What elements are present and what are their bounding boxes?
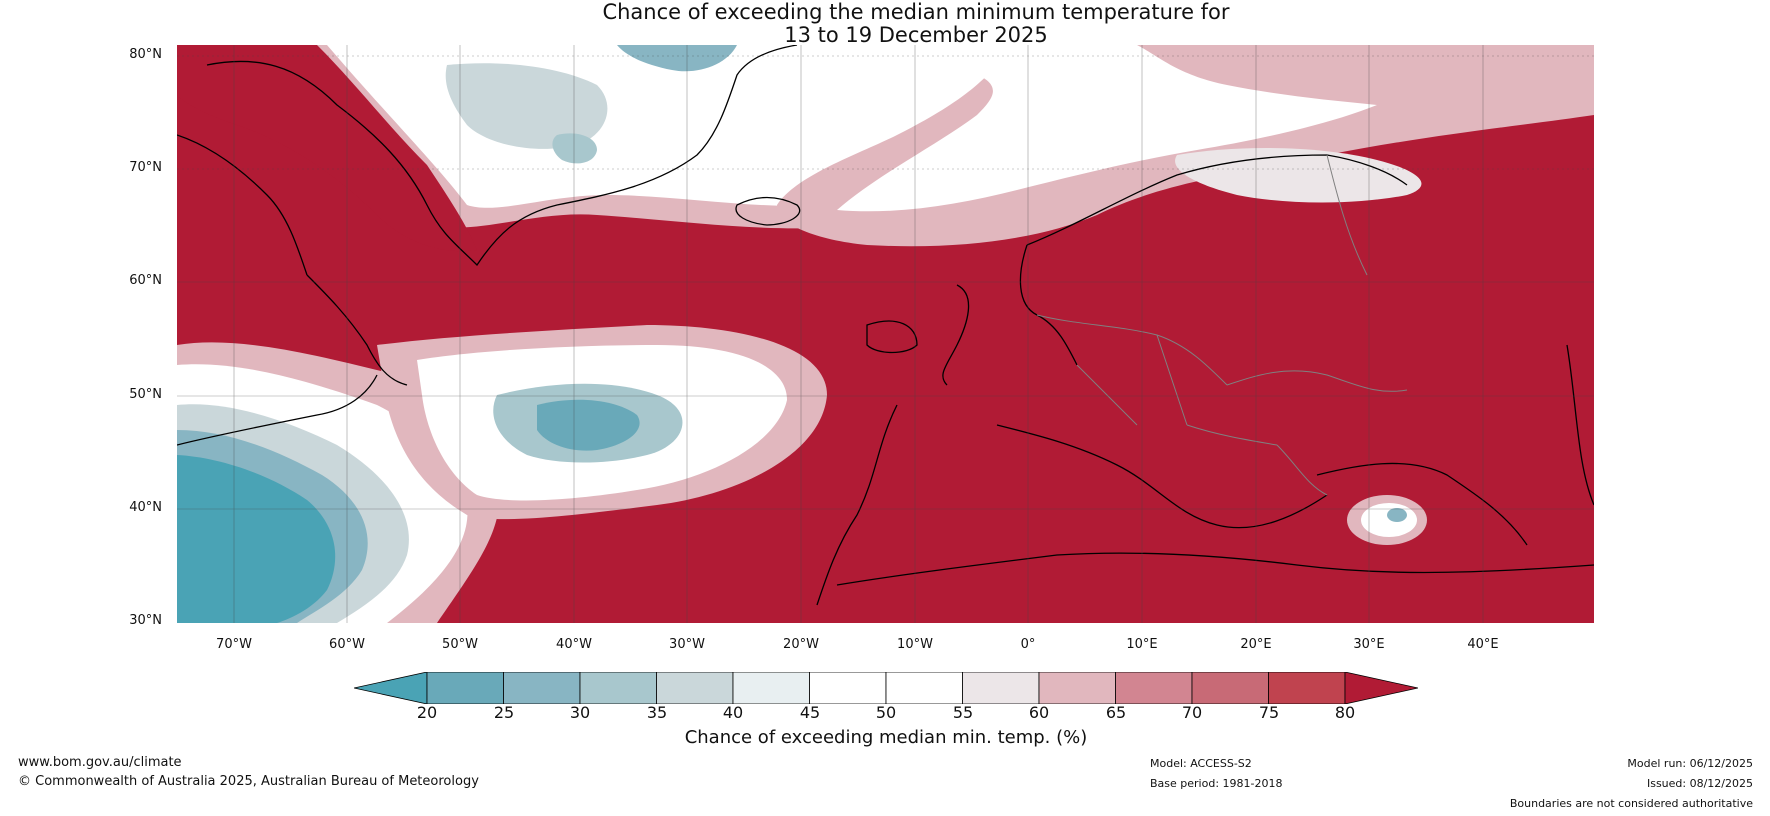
colorbar-label: Chance of exceeding median min. temp. (%… <box>684 727 1088 748</box>
colorbar-extend-high <box>1344 672 1418 704</box>
lat-label-50n: 50°N <box>129 387 162 402</box>
colorbar-tick-30: 30 <box>569 703 591 722</box>
country-borders <box>1036 154 1408 496</box>
lon-label-60w: 60°W <box>329 637 365 652</box>
lon-label-10w: 10°W <box>897 637 933 652</box>
colorbar-tick-55: 55 <box>952 703 974 722</box>
colorbar-segment-45-50 <box>809 672 887 704</box>
lat-label-30n: 30°N <box>129 613 162 628</box>
turkey-neutral-patch <box>1347 495 1427 545</box>
colorbar-tick-45: 45 <box>799 703 821 722</box>
lon-label-40w: 40°W <box>556 637 592 652</box>
lon-label-20e: 20°E <box>1240 637 1272 652</box>
colorbar-segment-20-25 <box>426 672 504 704</box>
lon-label-70w: 70°W <box>216 637 252 652</box>
colorbar-segment-50-55 <box>885 672 963 704</box>
colorbar-tick-50: 50 <box>875 703 897 722</box>
colorbar-tick-75: 75 <box>1258 703 1280 722</box>
colorbar-segment-60-65 <box>1038 672 1116 704</box>
map-title-line-2: 13 to 19 December 2025 <box>784 23 1048 47</box>
colorbar <box>354 672 1418 704</box>
anomaly-map <box>177 45 1594 623</box>
lat-label-60n: 60°N <box>129 273 162 288</box>
lat-label-80n: 80°N <box>129 47 162 62</box>
colorbar-segment-55-60 <box>962 672 1040 704</box>
lat-label-70n: 70°N <box>129 160 162 175</box>
footer-model: Model: ACCESS-S2 <box>1150 757 1252 770</box>
colorbar-segment-35-40 <box>656 672 734 704</box>
gridlines <box>177 45 1594 623</box>
colorbar-tick-35: 35 <box>646 703 668 722</box>
lon-label-30w: 30°W <box>669 637 705 652</box>
colorbar-tick-25: 25 <box>493 703 515 722</box>
colorbar-tick-20: 20 <box>416 703 438 722</box>
lat-label-40n: 40°N <box>129 500 162 515</box>
colorbar-segment-25-30 <box>503 672 581 704</box>
colorbar-tick-40: 40 <box>722 703 744 722</box>
colorbar-tick-80: 80 <box>1334 703 1356 722</box>
mid-atlantic-neutral-region <box>377 325 827 520</box>
footer-copyright: © Commonwealth of Australia 2025, Austra… <box>18 774 479 789</box>
arctic-neutral-band <box>747 45 1594 247</box>
footer-base-period: Base period: 1981-2018 <box>1150 777 1283 790</box>
footer-model-run: Model run: 06/12/2025 <box>1627 757 1753 770</box>
colorbar-segment-65-70 <box>1115 672 1193 704</box>
colorbar-tick-65: 65 <box>1105 703 1127 722</box>
colorbar-extend-low <box>354 672 428 704</box>
footer-url: www.bom.gov.au/climate <box>18 755 182 770</box>
colorbar-segment-30-35 <box>579 672 657 704</box>
lon-label-40e: 40°E <box>1467 637 1499 652</box>
footer-issued: Issued: 08/12/2025 <box>1646 777 1753 790</box>
lon-label-0: 0° <box>1020 637 1036 652</box>
footer-disclaimer: Boundaries are not considered authoritat… <box>1509 797 1753 810</box>
colorbar-tick-70: 70 <box>1181 703 1203 722</box>
colorbar-segment-40-45 <box>732 672 810 704</box>
coastlines <box>177 45 1594 606</box>
colorbar-segment-70-75 <box>1191 672 1269 704</box>
map-title-line-1: Chance of exceeding the median minimum t… <box>602 0 1230 24</box>
lon-label-20w: 20°W <box>783 637 819 652</box>
colorbar-tick-60: 60 <box>1028 703 1050 722</box>
greenland-red-region <box>177 45 477 252</box>
lon-label-30e: 30°E <box>1353 637 1385 652</box>
colorbar-segment-75-80 <box>1268 672 1346 704</box>
lon-label-10e: 10°E <box>1126 637 1158 652</box>
lon-label-50w: 50°W <box>442 637 478 652</box>
